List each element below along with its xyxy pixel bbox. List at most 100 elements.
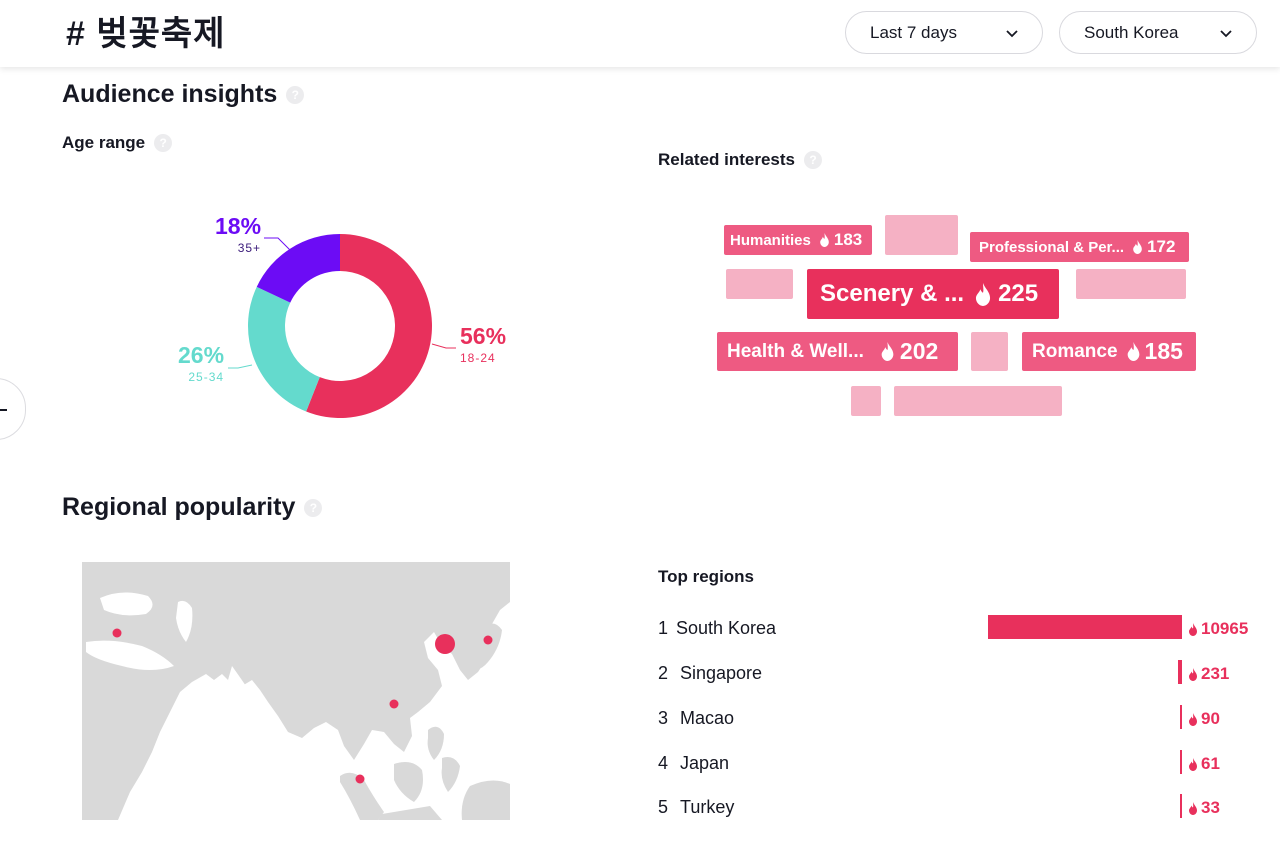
related-interests-heading: Related interests ? xyxy=(658,150,822,170)
donut-slice-18-24[interactable] xyxy=(306,234,432,418)
leader-line-35plus xyxy=(264,237,293,253)
top-regions-title: Top regions xyxy=(658,567,755,586)
region-rank: 4 xyxy=(658,753,669,773)
region-rank: 2 xyxy=(658,663,669,683)
slice-age: 35+ xyxy=(237,241,262,255)
flame-icon xyxy=(976,282,991,306)
region-value-text: 231 xyxy=(1201,664,1230,683)
help-icon[interactable]: ? xyxy=(304,498,323,517)
region-value-text: 33 xyxy=(1201,798,1220,817)
flame-icon xyxy=(1127,342,1139,361)
interest-value: 225 xyxy=(998,280,1039,307)
flame-icon xyxy=(1189,712,1197,726)
region-bar xyxy=(1180,705,1182,729)
region-value: 61 xyxy=(1188,754,1220,774)
map-marker-macao[interactable] xyxy=(389,699,399,709)
region-row[interactable]: 4 Japan 61 xyxy=(658,750,1258,776)
donut-slice-35plus[interactable] xyxy=(256,234,340,303)
interest-label: Humanities xyxy=(730,231,811,249)
region-row[interactable]: 3 Macao 90 xyxy=(658,705,1258,731)
interest-chip-humanities[interactable]: Humanities 183 xyxy=(724,225,872,255)
leader-line-25-34 xyxy=(228,364,253,369)
country-dropdown[interactable]: South Korea xyxy=(1059,11,1257,54)
region-name: Singapore xyxy=(680,663,763,683)
map-sea xyxy=(228,666,252,710)
audience-insights-heading: Audience insights ? xyxy=(62,80,305,109)
age-range-donut-chart xyxy=(228,234,456,418)
map-marker-turkey[interactable] xyxy=(112,628,122,638)
slice-age: 18-24 xyxy=(460,351,496,365)
map-land xyxy=(340,772,384,820)
region-row[interactable]: 2 Singapore 231 xyxy=(658,660,1258,686)
region-name: South Korea xyxy=(676,618,777,638)
region-rank: 3 xyxy=(658,708,669,728)
help-icon[interactable]: ? xyxy=(154,134,173,152)
map-sea xyxy=(100,592,153,616)
top-bar: # 벚꽃축제 Last 7 days South Korea xyxy=(0,0,1280,67)
interest-chip-health[interactable]: Health & Well... 202 xyxy=(717,332,958,371)
interest-chip-romance[interactable]: Romance 185 xyxy=(1022,332,1196,371)
slice-age: 25-34 xyxy=(188,370,225,384)
interest-chip-professional[interactable]: Professional & Per... 172 xyxy=(970,232,1189,262)
region-name: Turkey xyxy=(680,797,735,817)
region-value-text: 10965 xyxy=(1201,619,1249,638)
region-row[interactable]: 1 South Korea 10965 xyxy=(658,615,1258,641)
flame-icon xyxy=(820,233,829,247)
region-value: 231 xyxy=(1188,664,1229,684)
interest-placeholder xyxy=(851,386,881,416)
chevron-down-icon xyxy=(1220,30,1232,38)
flame-icon xyxy=(1189,622,1197,636)
flame-icon xyxy=(1189,667,1197,681)
period-dropdown-label: Last 7 days xyxy=(870,22,957,42)
help-icon[interactable]: ? xyxy=(286,85,305,104)
interest-placeholder xyxy=(894,386,1062,416)
region-bar xyxy=(1180,750,1182,774)
region-bar xyxy=(988,615,1182,639)
slice-percent: 56% xyxy=(460,323,507,349)
regional-popularity-heading: Regional popularity ? xyxy=(62,493,323,522)
age-range-title: Age range xyxy=(62,133,146,152)
interest-label: Romance xyxy=(1032,340,1118,362)
flame-icon xyxy=(1189,757,1197,771)
interest-chip-scenery[interactable]: Scenery & ... 225 xyxy=(807,269,1059,319)
region-bar xyxy=(1177,660,1182,684)
minus-icon xyxy=(0,409,7,411)
flame-icon xyxy=(1189,801,1197,815)
regional-popularity-title: Regional popularity xyxy=(62,493,296,521)
interest-value: 183 xyxy=(833,230,863,249)
slice-label-35plus: 18% 35+ xyxy=(215,213,261,255)
map-graphic xyxy=(82,562,510,820)
interest-placeholder xyxy=(885,215,958,255)
flame-icon xyxy=(1133,240,1142,254)
interest-label: Professional & Per... xyxy=(979,238,1125,256)
flame-icon xyxy=(881,342,894,361)
related-interests-title: Related interests xyxy=(658,150,795,169)
region-map[interactable] xyxy=(82,562,510,820)
map-sea xyxy=(86,640,174,670)
region-bar xyxy=(1180,794,1182,818)
region-name: Japan xyxy=(680,753,730,773)
region-rank: 1 xyxy=(658,618,669,638)
map-marker-japan[interactable] xyxy=(483,635,493,645)
map-land xyxy=(378,806,442,820)
interest-placeholder xyxy=(726,269,793,299)
region-value: 90 xyxy=(1188,709,1220,729)
map-marker-south-korea[interactable] xyxy=(435,634,455,654)
interest-placeholder xyxy=(1076,269,1186,299)
interest-label: Health & Well... xyxy=(727,340,864,362)
donut-slice-25-34[interactable] xyxy=(248,286,320,412)
interest-value: 185 xyxy=(1144,338,1183,364)
hashtag-title: # 벚꽃축제 xyxy=(66,15,226,53)
slice-label-25-34: 26% 25-34 xyxy=(178,342,224,384)
country-dropdown-label: South Korea xyxy=(1084,22,1179,42)
slice-percent: 26% xyxy=(178,342,225,368)
region-row[interactable]: 5 Turkey 33 xyxy=(658,794,1258,820)
period-dropdown[interactable]: Last 7 days xyxy=(845,11,1043,54)
help-icon[interactable]: ? xyxy=(804,151,822,169)
map-land xyxy=(470,623,502,670)
map-marker-singapore[interactable] xyxy=(355,774,365,784)
map-land xyxy=(441,757,460,792)
map-land xyxy=(461,780,510,820)
map-land xyxy=(394,762,423,802)
interest-value: 172 xyxy=(1147,237,1176,256)
